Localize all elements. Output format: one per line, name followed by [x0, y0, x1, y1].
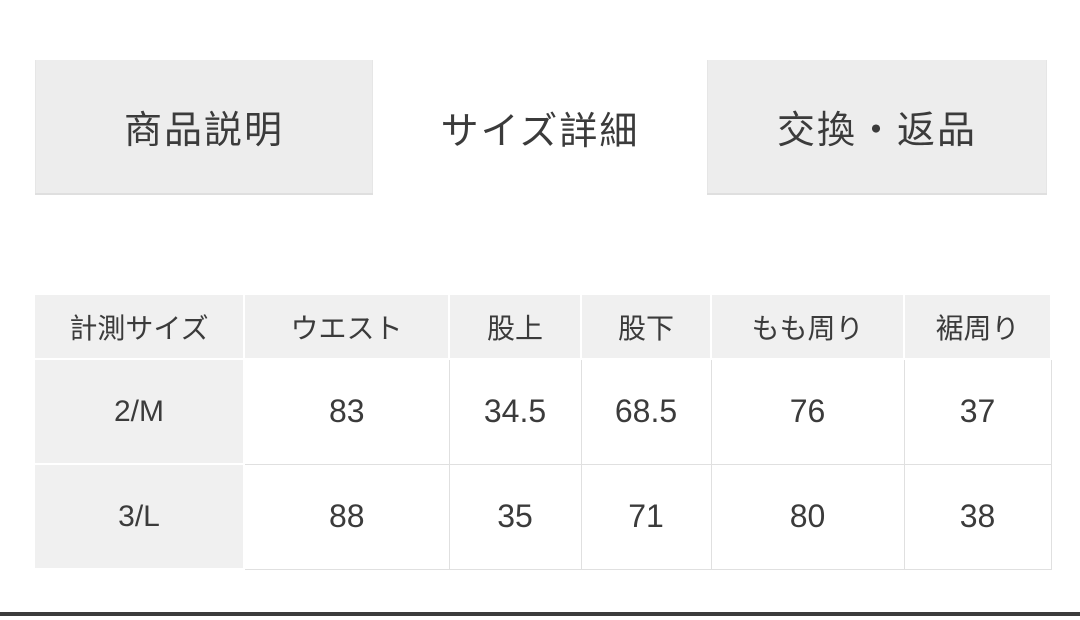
table-cell-inseam: 68.5 — [580, 358, 712, 465]
table-cell-rise: 34.5 — [448, 358, 582, 465]
tab-product-description-label: 商品説明 — [123, 110, 284, 152]
table-cell-rise: 35 — [448, 463, 582, 570]
table-row-size-2m: 2/M 83 34.5 68.5 76 37 — [33, 358, 1052, 465]
tab-product-description[interactable]: 商品説明 — [35, 60, 373, 195]
table-cell-hem: 38 — [903, 463, 1052, 570]
table-cell-waist: 83 — [243, 358, 450, 465]
table-row-size-3l: 3/L 88 35 71 80 38 — [33, 463, 1052, 570]
tab-exchange-return[interactable]: 交換・返品 — [707, 60, 1047, 195]
size-table: 計測サイズ ウエスト 股上 股下 もも周り 裾周り 2/M 83 34.5 68… — [33, 293, 1052, 570]
column-header-thigh: もも周り — [710, 293, 905, 360]
table-cell-thigh: 76 — [710, 358, 905, 465]
table-cell-thigh: 80 — [710, 463, 905, 570]
column-header-hem: 裾周り — [903, 293, 1052, 360]
row-header-size: 3/L — [33, 463, 245, 570]
column-header-waist: ウエスト — [243, 293, 450, 360]
column-header-measured-size: 計測サイズ — [33, 293, 245, 360]
tab-size-details-label: サイズ詳細 — [440, 111, 640, 153]
screenshot-bottom-edge-line — [0, 612, 1080, 616]
column-header-inseam: 股下 — [580, 293, 712, 360]
tab-exchange-return-label: 交換・返品 — [776, 110, 977, 152]
row-header-size: 2/M — [33, 358, 245, 465]
table-cell-waist: 88 — [243, 463, 450, 570]
size-table-header-row: 計測サイズ ウエスト 股上 股下 もも周り 裾周り — [33, 293, 1052, 360]
table-cell-hem: 37 — [903, 358, 1052, 465]
table-cell-inseam: 71 — [580, 463, 712, 570]
column-header-rise: 股上 — [448, 293, 582, 360]
tab-size-details[interactable]: サイズ詳細 — [373, 60, 707, 195]
tab-bar: 商品説明 サイズ詳細 交換・返品 — [35, 60, 1047, 195]
